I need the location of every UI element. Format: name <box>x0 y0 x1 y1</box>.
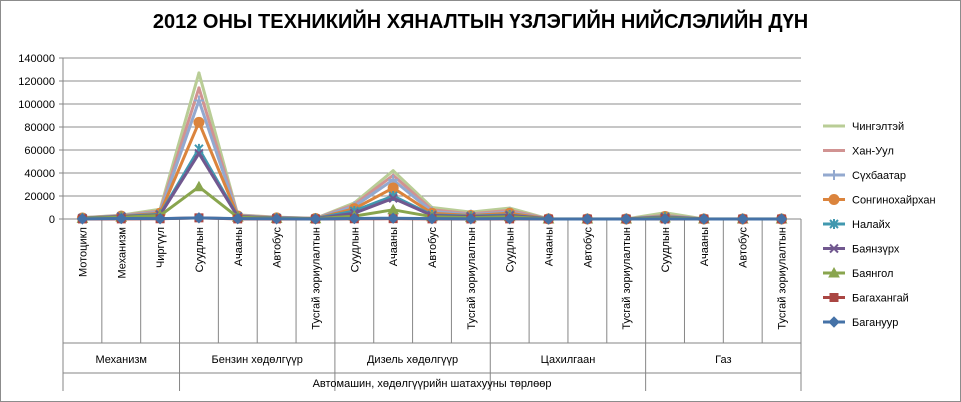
category-label: Суудлын <box>660 227 672 272</box>
legend-item: Багахангай <box>823 293 909 305</box>
y-tick-label: 120000 <box>18 76 55 88</box>
data-point <box>620 213 632 225</box>
legend-item: Сүхбаатар <box>823 170 906 182</box>
y-tick-label: 20000 <box>24 191 55 203</box>
group-label: Бензин хөдөлгүүр <box>211 354 302 366</box>
data-point <box>193 116 205 128</box>
data-point <box>387 212 399 224</box>
category-label: Тусгай зориулалтын <box>621 227 633 330</box>
legend-item: Налайх <box>823 219 891 231</box>
y-tick-label: 140000 <box>18 53 55 65</box>
category-label: Автобус <box>738 227 750 268</box>
group-label: Газ <box>715 354 731 366</box>
data-point <box>426 212 438 225</box>
category-label: Тусгай зориулалтын <box>310 227 322 330</box>
category-label: Ачааны <box>544 227 556 266</box>
category-label: Суудлын <box>505 227 517 272</box>
legend-label: Налайх <box>852 219 891 231</box>
legend-item: Хан-Уул <box>823 146 894 158</box>
data-point <box>154 212 166 225</box>
data-point <box>270 213 283 225</box>
legend-label: Баганууp <box>852 317 898 329</box>
legend-label: Багахангай <box>852 293 909 305</box>
category-label: Мотоцикл <box>77 227 89 277</box>
category-label: Ачааны <box>388 227 400 266</box>
legend-item: Баганууp <box>823 316 898 329</box>
legend-label: Чингэлтэй <box>852 121 904 133</box>
group-label: Дизель хөдөлгүүр <box>367 354 458 366</box>
legend-swatch-marker <box>832 124 836 128</box>
y-tick-label: 40000 <box>24 168 55 180</box>
category-label: Тусгай зориулалтын <box>466 227 478 330</box>
category-label: Тусгай зориулалтын <box>777 227 789 330</box>
legend-swatch-marker <box>829 243 839 254</box>
legend-swatch-marker <box>829 219 839 229</box>
legend-label: Сонгинохайрхан <box>852 195 936 207</box>
data-point <box>388 193 398 204</box>
x-axis-title: Автомашин, хөдөлгүүрийн шатахууны төрлөө… <box>313 378 552 390</box>
legend-item: Сонгинохайрхан <box>823 194 936 207</box>
data-point <box>465 213 477 225</box>
category-label: Автобус <box>272 227 284 268</box>
category-label: Ачааны <box>233 227 245 266</box>
y-tick-label: 100000 <box>18 99 55 111</box>
category-label: Автобус <box>427 227 439 268</box>
legend-label: Хан-Уул <box>852 146 894 158</box>
series-Чингэлтэй <box>80 71 784 221</box>
group-label: Цахилгаан <box>541 354 596 366</box>
data-point <box>775 213 788 225</box>
data-point <box>193 180 205 192</box>
legend-swatch-marker <box>832 149 836 152</box>
data-point <box>659 213 671 225</box>
legend-swatch-marker <box>828 316 840 328</box>
data-point <box>348 212 361 225</box>
data-point <box>115 212 127 225</box>
data-point <box>194 148 204 159</box>
category-label: Автобус <box>582 227 594 268</box>
legend-label: Баянгол <box>852 268 893 280</box>
data-point <box>503 212 516 225</box>
legend-swatch-marker <box>828 266 840 278</box>
group-label: Механизм <box>96 354 147 366</box>
category-label: Суудлын <box>194 227 206 272</box>
data-point <box>193 95 204 106</box>
legend-label: Сүхбаатар <box>852 170 906 182</box>
data-point <box>309 213 322 225</box>
data-point <box>698 213 710 225</box>
data-point <box>581 213 594 225</box>
chart-title: 2012 ОНЫ ТЕХНИКИЙН ХЯНАЛТЫН ҮЗЛЭГИЙН НИЙ… <box>152 11 809 33</box>
category-label: Суудлын <box>349 227 361 272</box>
legend-label: Баянзүрх <box>852 244 900 256</box>
category-label: Механизм <box>116 227 128 278</box>
data-point <box>197 71 201 75</box>
category-label: Ачааны <box>699 227 711 266</box>
series-Баганууp <box>76 212 788 225</box>
legend-swatch-marker <box>829 170 839 180</box>
y-tick-label: 80000 <box>24 122 55 134</box>
data-point <box>193 212 205 224</box>
data-point <box>232 212 244 225</box>
data-point <box>542 213 555 225</box>
legend-item: Баянзүрх <box>823 244 900 256</box>
legend-item: Чингэлтэй <box>823 121 904 133</box>
legend-swatch-marker <box>829 293 839 302</box>
legend-item: Баянгол <box>823 266 893 280</box>
y-tick-label: 0 <box>49 214 55 226</box>
data-point <box>737 213 749 225</box>
data-point <box>391 169 395 173</box>
category-label: Чиргүүл <box>155 227 167 268</box>
data-point <box>76 213 89 225</box>
data-point <box>197 86 201 90</box>
y-tick-label: 60000 <box>24 145 55 157</box>
legend-swatch-marker <box>828 194 840 205</box>
